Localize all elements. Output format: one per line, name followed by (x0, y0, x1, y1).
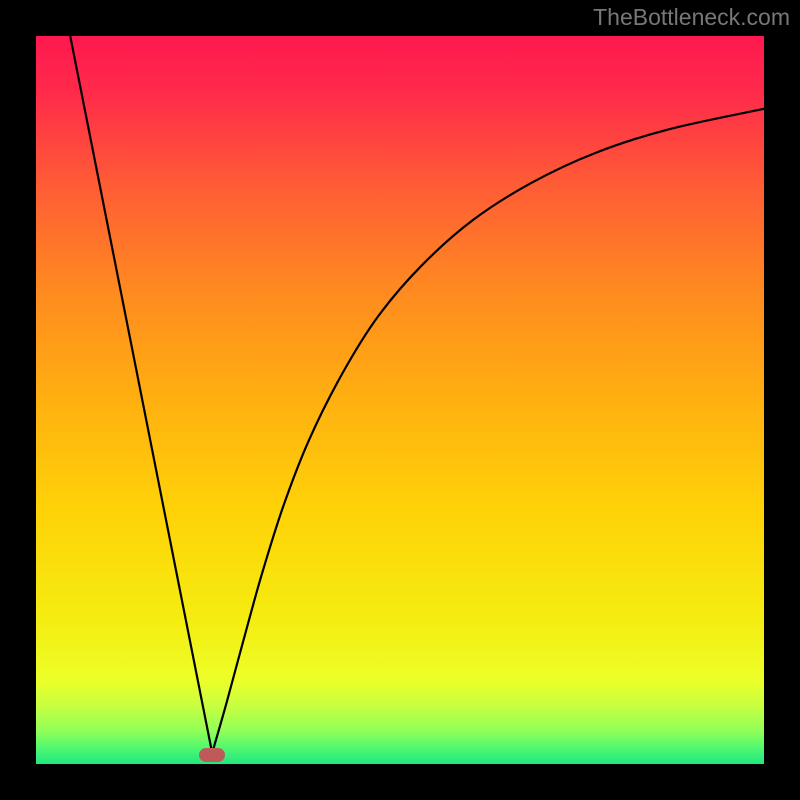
watermark-text: TheBottleneck.com (593, 4, 790, 31)
minimum-marker (199, 748, 225, 762)
curve-right-segment (212, 109, 764, 753)
curve-left-segment (70, 36, 212, 753)
bottleneck-curve (36, 36, 764, 764)
plot-area (36, 36, 764, 764)
chart-container: TheBottleneck.com (0, 0, 800, 800)
